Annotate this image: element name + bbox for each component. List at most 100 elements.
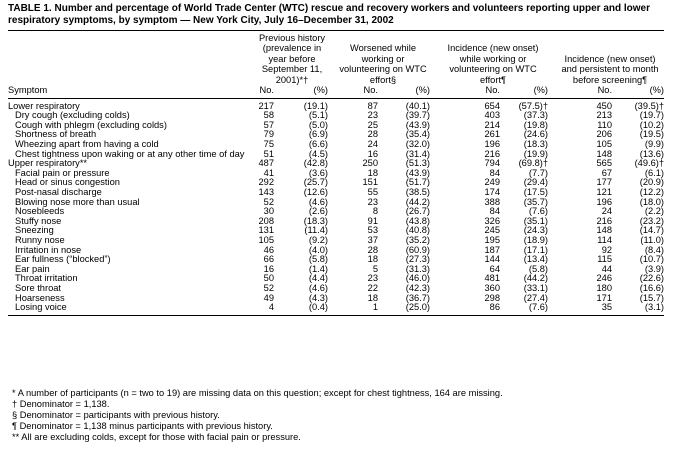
value-cell: 654 [484, 100, 501, 111]
table-row: Facial pain or pressure 41 (3.6) 18 (43.9) 84… [8, 167, 665, 179]
value-cell: (7.6) [500, 302, 549, 316]
value-cell: 487 [258, 158, 274, 169]
table-row: Hoarseness 49 (4.3) 18 (36.7) 298 (27.4) 171 (15… [8, 292, 665, 304]
value-cell: (44.2) [405, 196, 431, 207]
value-cell: (25.7) [303, 177, 329, 188]
value-cell: 196 [596, 196, 613, 207]
value-cell: (44.2) [523, 273, 549, 284]
value-cell: (19.1) [303, 100, 329, 111]
value-cell: 144 [484, 254, 501, 265]
value-cell: 131 [258, 225, 274, 236]
symptom-cell: Chest tightness upon waking or at any ot… [15, 148, 245, 159]
value-cell: 87 [367, 100, 379, 111]
value-cell: 44 [601, 263, 613, 274]
group-header: Incidence (new onset) and persistent to … [548, 30, 665, 87]
value-cell: (12.2) [639, 186, 665, 197]
value-cell: (11.4) [304, 225, 329, 236]
value-cell: (11.0) [640, 234, 665, 245]
value-cell: 25 [367, 119, 379, 130]
value-cell: 206 [596, 129, 613, 140]
group-header: Worsened while working or volunteering o… [328, 30, 431, 87]
symptom-cell: Ear fullness (“blocked”) [15, 254, 111, 265]
value-cell: (27.3) [405, 254, 431, 265]
value-cell: 143 [258, 186, 274, 197]
value-cell: 66 [263, 254, 274, 265]
symptom-cell: Post-nasal discharge [15, 186, 102, 197]
value-cell: (26.7) [405, 206, 431, 217]
symptom-cell: Ear pain [15, 263, 50, 274]
symptom-cell: Hoarseness [15, 292, 65, 303]
symptom-cell: Dry cough (excluding colds) [15, 110, 130, 121]
value-cell: (46.0) [405, 273, 431, 284]
symptom-cell: Nosebleeds [15, 206, 65, 217]
table-row: Irritation in nose 46 (4.0) 28 (60.9) 187 (17.… [8, 244, 665, 256]
value-cell: 18 [367, 254, 379, 265]
table-row: Throat irritation 50 (4.4) 23 (46.0) 481 (44.2… [8, 274, 664, 284]
value-cell: 92 [601, 244, 613, 255]
table-row: Ear pain 16 (1.4) 5 (31.3) 64 (5.8) 44 (3.9) [8, 263, 665, 275]
value-cell: 91 [367, 215, 379, 226]
value-cell: (39.5)† [634, 100, 665, 111]
value-cell: 51 [263, 148, 274, 159]
value-cell: (40.1) [405, 100, 431, 111]
value-cell: (24.6) [523, 129, 549, 140]
value-cell: (39.7) [405, 110, 431, 121]
value-cell: 196 [484, 139, 501, 149]
value-cell: (19.9) [523, 148, 549, 159]
column-header: (%) [378, 85, 431, 99]
value-cell: 49 [263, 292, 274, 303]
value-cell: 46 [263, 244, 274, 255]
value-cell: 214 [484, 119, 501, 130]
table-row: Runny nose 105 (9.2) 37 (35.2) 195 (18.9) 114 (1… [8, 234, 665, 246]
group-header: Previous history (prevalence in year bef… [248, 30, 329, 87]
value-cell: (35.4) [405, 129, 431, 140]
column-header: No. [328, 85, 379, 99]
value-cell: (25.0) [378, 302, 431, 316]
column-header: Symptom [8, 85, 248, 99]
column-header: (%) [274, 85, 329, 99]
value-cell: (6.6) [308, 139, 329, 149]
value-cell: 216 [484, 148, 501, 159]
value-cell: (38.5) [405, 186, 431, 197]
table-row: Sneezing 131 (11.4) 53 (40.8) 245 (24.3) 148 (14… [8, 226, 664, 236]
column-header-row: Symptom No. (%) No. (%) No. (%) No. (%) [8, 85, 665, 99]
value-cell: 174 [484, 186, 501, 197]
value-cell: (5.8) [528, 263, 549, 274]
value-cell: (43.8) [405, 215, 431, 226]
value-cell: 86 [430, 302, 501, 316]
header-spacer [8, 30, 248, 87]
value-cell: (3.9) [644, 263, 665, 274]
value-cell: 195 [484, 234, 501, 245]
value-cell: 18 [367, 292, 379, 303]
value-cell: (23.2) [639, 215, 665, 226]
value-cell: (8.4) [644, 244, 665, 255]
value-cell: 148 [596, 225, 613, 236]
value-cell: (2.6) [308, 206, 329, 217]
value-cell: 177 [596, 177, 613, 188]
value-cell: (40.8) [405, 225, 431, 236]
value-cell: (6.1) [644, 167, 665, 178]
value-cell: (0.4) [274, 302, 329, 316]
value-cell: (43.9) [405, 167, 431, 178]
value-cell: 28 [367, 129, 379, 140]
value-cell: (15.7) [639, 292, 665, 303]
value-cell: (4.6) [308, 282, 329, 293]
symptom-cell: Irritation in nose [15, 244, 82, 255]
footnote: † Denominator = 1,138. [12, 399, 110, 409]
footnote: * A number of participants (n = two to 1… [12, 388, 503, 398]
value-cell: 114 [597, 234, 613, 245]
value-cell: 22 [367, 282, 379, 293]
table-row: Blowing nose more than usual 52 (4.6) 23 (44… [8, 196, 664, 208]
value-cell: 58 [263, 110, 274, 121]
value-cell: (16.6) [639, 282, 665, 293]
value-cell: (5.1) [308, 110, 329, 121]
symptom-cell: Head or sinus congestion [15, 177, 120, 188]
value-cell: (31.3) [405, 263, 431, 274]
value-cell: (19.5) [639, 129, 665, 140]
value-cell: 249 [484, 177, 501, 188]
value-cell: (17.1) [523, 244, 549, 255]
value-cell: 403 [484, 110, 501, 121]
value-cell: 8 [372, 206, 379, 217]
value-cell: 1 [328, 302, 379, 316]
value-cell: (9.2) [308, 234, 329, 245]
